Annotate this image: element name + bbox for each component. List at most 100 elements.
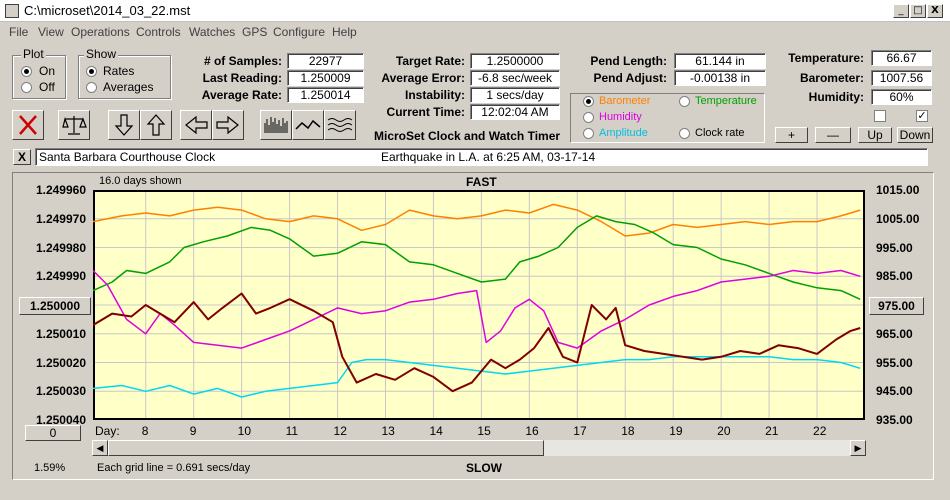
show-rates-radio[interactable] [86,66,97,77]
arrow-left-button[interactable] [180,110,212,140]
target-rate-label: Target Rate: [395,54,465,68]
fast-label: FAST [466,175,497,189]
balance-button[interactable] [58,110,90,140]
plot-border [93,190,865,420]
y-right-tick: 985.00 [876,269,913,284]
average-error-value: -6.8 sec/week [470,70,560,86]
scroll-right-arrow[interactable]: ▶ [850,440,866,456]
humidity-radio[interactable] [583,112,594,123]
arrow-right-icon [216,115,239,135]
menu-gps[interactable]: GPS [242,25,268,39]
y-left-tick: 1.250020 [35,355,86,370]
menu-operations[interactable]: Operations [71,25,130,39]
down-button[interactable]: Down [897,127,933,143]
samples-value: 22977 [287,53,364,69]
y-right-tick: 955.00 [876,355,913,370]
y-left-tick: 1.250030 [35,384,86,399]
arrow-up-button[interactable] [140,110,172,140]
grid-note: Each grid line = 0.691 secs/day [97,462,251,474]
temperature-radio[interactable] [679,96,690,107]
up-button[interactable]: Up [858,127,892,143]
plus-button[interactable]: + [775,127,808,143]
menu-configure[interactable]: Configure [273,25,326,39]
pend-length-value[interactable]: 61.144 in [674,53,766,69]
menu-view[interactable]: View [38,25,64,39]
arrow-right-button[interactable] [212,110,244,140]
temperature-label: Temperature: [788,51,864,65]
title-bar: C:\microset\2014_03_22.mst _ □ X [0,0,950,22]
menu-file[interactable]: File [9,25,29,39]
note-close-button[interactable]: X [13,149,31,165]
menu-watches[interactable]: Watches [189,25,236,39]
arrow-down-button[interactable] [108,110,140,140]
plot-off-label: Off [39,80,55,94]
chart-area [93,190,865,420]
plot-group-title: Plot [21,47,46,61]
clock-rate-radio-label: Clock rate [695,127,745,139]
y-left-tick: 1.250010 [35,326,86,341]
temperature-value: 66.67 [871,50,932,66]
maximize-button[interactable]: □ [910,4,926,18]
plot-on-label: On [39,64,56,78]
humidity-radio-label: Humidity [599,111,642,123]
y-right-tick: 1015.00 [876,183,920,197]
last-reading-value: 1.250009 [287,70,364,86]
show-averages-radio[interactable] [86,82,97,93]
wave-view-button[interactable] [324,110,356,140]
x-tick: 9 [189,424,197,438]
env-checkbox-2[interactable]: ✓ [916,110,928,122]
center-rate-button[interactable]: 1.250000 [19,297,91,315]
center-baro-button[interactable]: 975.00 [869,297,924,315]
sensor-select-group [570,93,765,143]
instability-label: Instability: [404,88,465,102]
target-rate-value[interactable]: 1.2500000 [470,53,560,69]
pend-adjust-value: -0.00138 in [674,70,766,86]
x-tick: 17 [573,424,587,438]
time-scrollbar[interactable]: ◀ ▶ [92,440,866,456]
instability-value: 1 secs/day [470,87,560,103]
balance-scale-icon [62,116,87,135]
barometer-value: 1007.56 [871,70,932,86]
note-event: Earthquake in L.A. at 6:25 AM, 03-17-14 [381,150,596,164]
offset-button[interactable]: 0 [25,425,81,441]
app-icon [5,4,19,18]
env-checkbox-1[interactable] [874,110,886,122]
minus-button[interactable]: — [815,127,851,143]
close-button[interactable]: X [927,4,943,18]
minimize-button[interactable]: _ [893,4,909,18]
arrow-down-icon [114,114,134,136]
y-left-tick: 1.250040 [35,413,86,427]
menu-bar: File View Operations Controls Watches GP… [0,22,950,42]
x-tick: 20 [717,424,731,438]
line-view-button[interactable] [292,110,324,140]
y-left-tick: 1.249980 [35,240,86,255]
current-time-value: 12:02:04 AM [470,104,560,120]
plot-off-radio[interactable] [21,82,32,93]
barometer-radio[interactable] [583,96,594,107]
note-field[interactable]: Santa Barbara Courthouse Clock Earthquak… [35,148,928,166]
percent-readout: 1.59% [34,462,66,474]
series-temperature [93,215,861,300]
menu-help[interactable]: Help [332,25,357,39]
y-left-tick: 1.249960 [35,183,86,197]
plot-panel [12,172,934,480]
pend-adjust-label: Pend Adjust: [593,71,667,85]
scroll-thumb[interactable] [108,440,544,456]
humidity-label: Humidity: [808,90,864,104]
arrow-up-icon [146,114,166,136]
y-left-tick: 1.249970 [35,211,86,226]
current-time-label: Current Time: [386,105,465,119]
plot-on-radio[interactable] [21,66,32,77]
clear-x-icon [19,115,37,135]
menu-controls[interactable]: Controls [136,25,181,39]
scroll-left-arrow[interactable]: ◀ [92,440,108,456]
days-shown-label: 16.0 days shown [99,175,182,187]
bars-view-button[interactable] [260,110,292,140]
clear-button[interactable] [12,110,44,140]
average-rate-value: 1.250014 [287,87,364,103]
amplitude-radio[interactable] [583,128,594,139]
clock-rate-radio[interactable] [679,128,690,139]
x-tick: 22 [813,424,827,438]
series-amplitude [93,356,861,398]
series-barometer [93,203,861,237]
